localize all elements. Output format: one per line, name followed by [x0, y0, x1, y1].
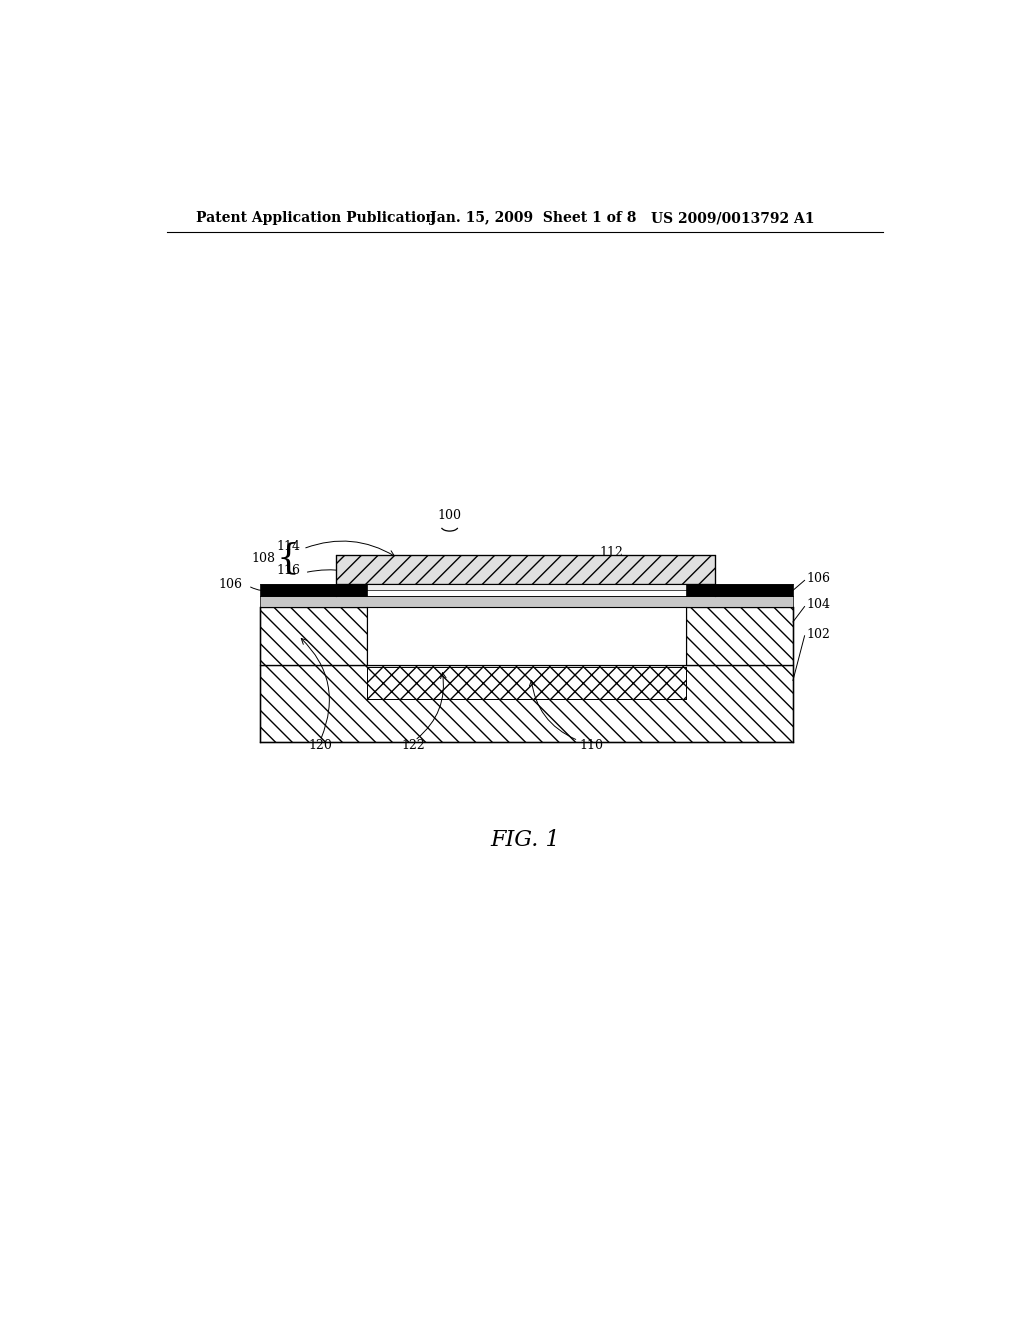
- Text: 104: 104: [807, 598, 830, 611]
- Bar: [686, 585, 793, 595]
- Text: Patent Application Publication: Patent Application Publication: [197, 211, 436, 226]
- Bar: [367, 607, 686, 665]
- Text: 120: 120: [308, 739, 332, 751]
- Text: US 2009/0013792 A1: US 2009/0013792 A1: [651, 211, 815, 226]
- Text: 110: 110: [579, 739, 603, 751]
- Text: 114: 114: [276, 540, 300, 553]
- Text: 102: 102: [807, 628, 830, 640]
- Text: 106: 106: [807, 573, 830, 585]
- Bar: [336, 585, 716, 590]
- Bar: [260, 585, 367, 595]
- Bar: [260, 607, 367, 665]
- Text: {: {: [276, 541, 300, 576]
- Bar: [260, 665, 793, 742]
- Bar: [336, 554, 716, 585]
- Text: 116: 116: [276, 564, 300, 577]
- Text: FIG. 1: FIG. 1: [490, 829, 559, 851]
- Bar: [686, 607, 793, 665]
- Bar: [260, 595, 793, 607]
- Text: Jan. 15, 2009  Sheet 1 of 8: Jan. 15, 2009 Sheet 1 of 8: [430, 211, 637, 226]
- Text: 122: 122: [401, 739, 425, 751]
- Text: 108: 108: [251, 552, 275, 565]
- Text: 100: 100: [437, 510, 462, 523]
- Bar: [367, 668, 686, 700]
- Text: 106: 106: [219, 578, 243, 591]
- Text: 112: 112: [599, 546, 623, 560]
